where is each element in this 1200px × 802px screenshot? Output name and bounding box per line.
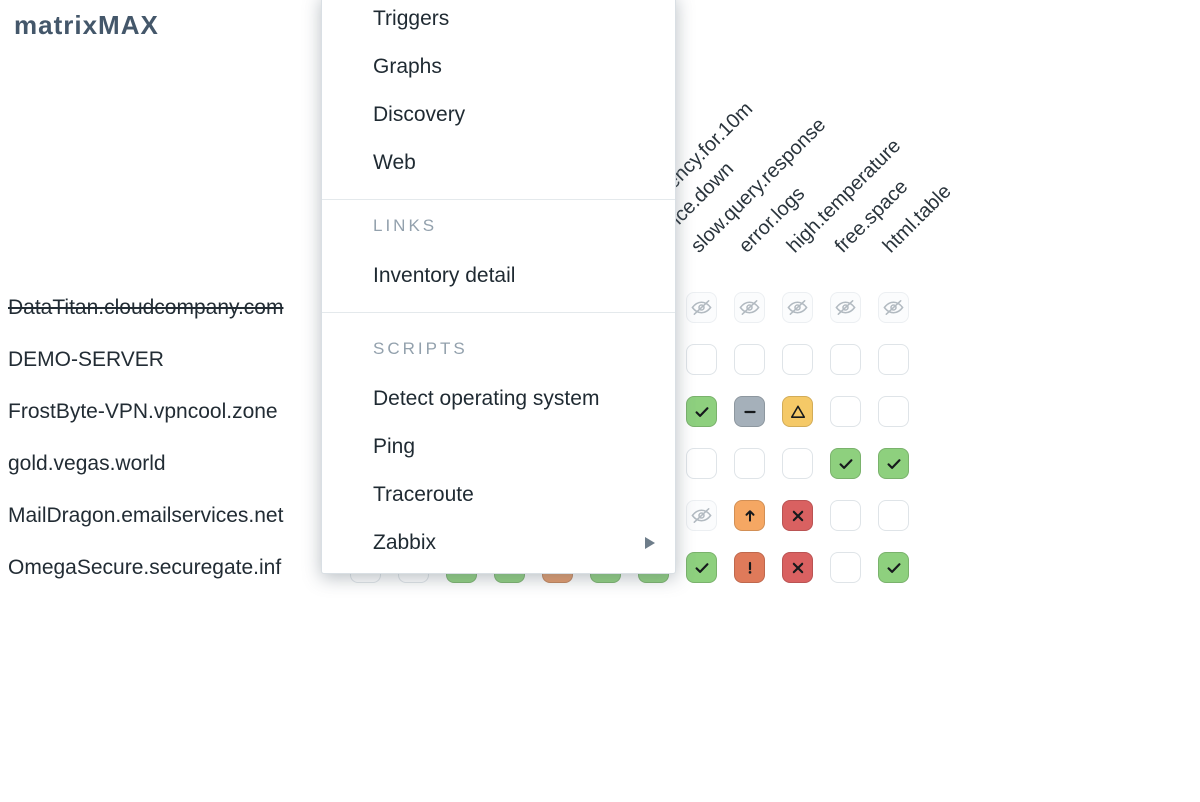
eye-slash-icon <box>786 296 809 319</box>
menu-item-triggers[interactable]: Triggers <box>322 0 675 43</box>
menu-item-label: Discovery <box>373 103 466 126</box>
matrix-cell-muted[interactable] <box>830 292 861 323</box>
check-icon <box>692 402 712 422</box>
host-name: MailDragon.emailservices.net <box>8 504 284 527</box>
menu-item-label: Graphs <box>373 55 442 78</box>
menu-item-label: Traceroute <box>373 483 474 506</box>
host-name: gold.vegas.world <box>8 452 166 475</box>
host-name: DEMO-SERVER <box>8 348 164 371</box>
menu-section-header-scripts: SCRIPTS <box>373 339 468 358</box>
matrix-cell-empty[interactable] <box>878 344 909 375</box>
menu-item-web[interactable]: Web <box>322 139 675 187</box>
host-context-menu: Triggers Graphs Discovery Web LINKS Inve… <box>321 0 676 574</box>
host-label-gold-vegas[interactable]: gold.vegas.world <box>8 448 321 479</box>
menu-section-scripts: SCRIPTS Detect operating system Ping Tra… <box>322 312 675 573</box>
eye-slash-icon <box>738 296 761 319</box>
eye-slash-icon <box>834 296 857 319</box>
x-icon <box>788 506 808 526</box>
host-name: FrostByte-VPN.vpncool.zone <box>8 400 278 423</box>
host-label-demo-server[interactable]: DEMO-SERVER <box>8 344 321 375</box>
matrix-cell-ok[interactable] <box>686 396 717 427</box>
matrix-cell-empty[interactable] <box>734 448 765 479</box>
host-name: OmegaSecure.securegate.inf <box>8 556 282 579</box>
warning-triangle-icon <box>788 402 808 422</box>
menu-item-label: Inventory detail <box>373 264 516 287</box>
matrix-cell-muted[interactable] <box>878 292 909 323</box>
matrix-cell-empty[interactable] <box>734 344 765 375</box>
page-title: matrixMAX <box>14 10 159 40</box>
eye-slash-icon <box>882 296 905 319</box>
matrix-cell-ok[interactable] <box>830 448 861 479</box>
matrix-cell-alert[interactable] <box>734 552 765 583</box>
eye-slash-icon <box>690 296 713 319</box>
matrix-cell-unknown[interactable] <box>734 396 765 427</box>
eye-slash-icon <box>690 504 713 527</box>
matrix-cell-ok[interactable] <box>878 448 909 479</box>
matrix-cell-empty[interactable] <box>878 396 909 427</box>
host-label-datatitan[interactable]: DataTitan.cloudcompany.com <box>8 292 321 323</box>
menu-item-label: Triggers <box>373 7 450 30</box>
menu-item-inventory-detail[interactable]: Inventory detail <box>322 252 675 300</box>
matrix-cell-muted[interactable] <box>686 292 717 323</box>
matrix-cell-fail[interactable] <box>782 552 813 583</box>
matrix-cell-empty[interactable] <box>830 500 861 531</box>
matrix-cell-empty[interactable] <box>878 500 909 531</box>
matrix-cell-empty[interactable] <box>686 448 717 479</box>
exclamation-icon <box>740 558 760 578</box>
matrix-cell-muted[interactable] <box>686 500 717 531</box>
matrix-cell-rise[interactable] <box>734 500 765 531</box>
host-label-frostbyte-vpn[interactable]: FrostByte-VPN.vpncool.zone <box>8 396 321 427</box>
menu-item-zabbix[interactable]: Zabbix <box>322 519 675 567</box>
matrix-cell-empty[interactable] <box>782 344 813 375</box>
menu-item-discovery[interactable]: Discovery <box>322 91 675 139</box>
matrix-cell-empty[interactable] <box>782 448 813 479</box>
menu-section-views: Triggers Graphs Discovery Web <box>322 0 675 199</box>
menu-section-links: LINKS Inventory detail <box>322 199 675 312</box>
x-icon <box>788 558 808 578</box>
menu-item-ping[interactable]: Ping <box>322 423 675 471</box>
matrix-cell-empty[interactable] <box>830 344 861 375</box>
check-icon <box>884 454 904 474</box>
matrix-cell-warn[interactable] <box>782 396 813 427</box>
matrix-cell-ok[interactable] <box>686 552 717 583</box>
menu-item-traceroute[interactable]: Traceroute <box>322 471 675 519</box>
matrix-cell-ok[interactable] <box>878 552 909 583</box>
menu-item-label: Web <box>373 151 416 174</box>
matrix-cell-fail[interactable] <box>782 500 813 531</box>
submenu-arrow-icon <box>645 537 655 549</box>
host-label-omegasecure[interactable]: OmegaSecure.securegate.inf <box>8 552 321 583</box>
menu-item-graphs[interactable]: Graphs <box>322 43 675 91</box>
host-label-maildragon[interactable]: MailDragon.emailservices.net <box>8 500 321 531</box>
menu-item-label: Ping <box>373 435 416 458</box>
dash-icon <box>740 402 760 422</box>
matrix-cell-empty[interactable] <box>686 344 717 375</box>
menu-item-detect-operating-system[interactable]: Detect operating system <box>322 375 675 423</box>
check-icon <box>836 454 856 474</box>
host-name: DataTitan.cloudcompany.com <box>8 296 284 319</box>
arrow-up-icon <box>740 506 760 526</box>
menu-item-label: Zabbix <box>373 531 437 554</box>
check-icon <box>692 558 712 578</box>
menu-item-label: Detect operating system <box>373 387 600 410</box>
menu-section-header-links: LINKS <box>373 216 438 235</box>
check-icon <box>884 558 904 578</box>
matrix-cell-empty[interactable] <box>830 552 861 583</box>
matrix-cell-muted[interactable] <box>734 292 765 323</box>
matrix-cell-muted[interactable] <box>782 292 813 323</box>
matrix-cell-empty[interactable] <box>830 396 861 427</box>
